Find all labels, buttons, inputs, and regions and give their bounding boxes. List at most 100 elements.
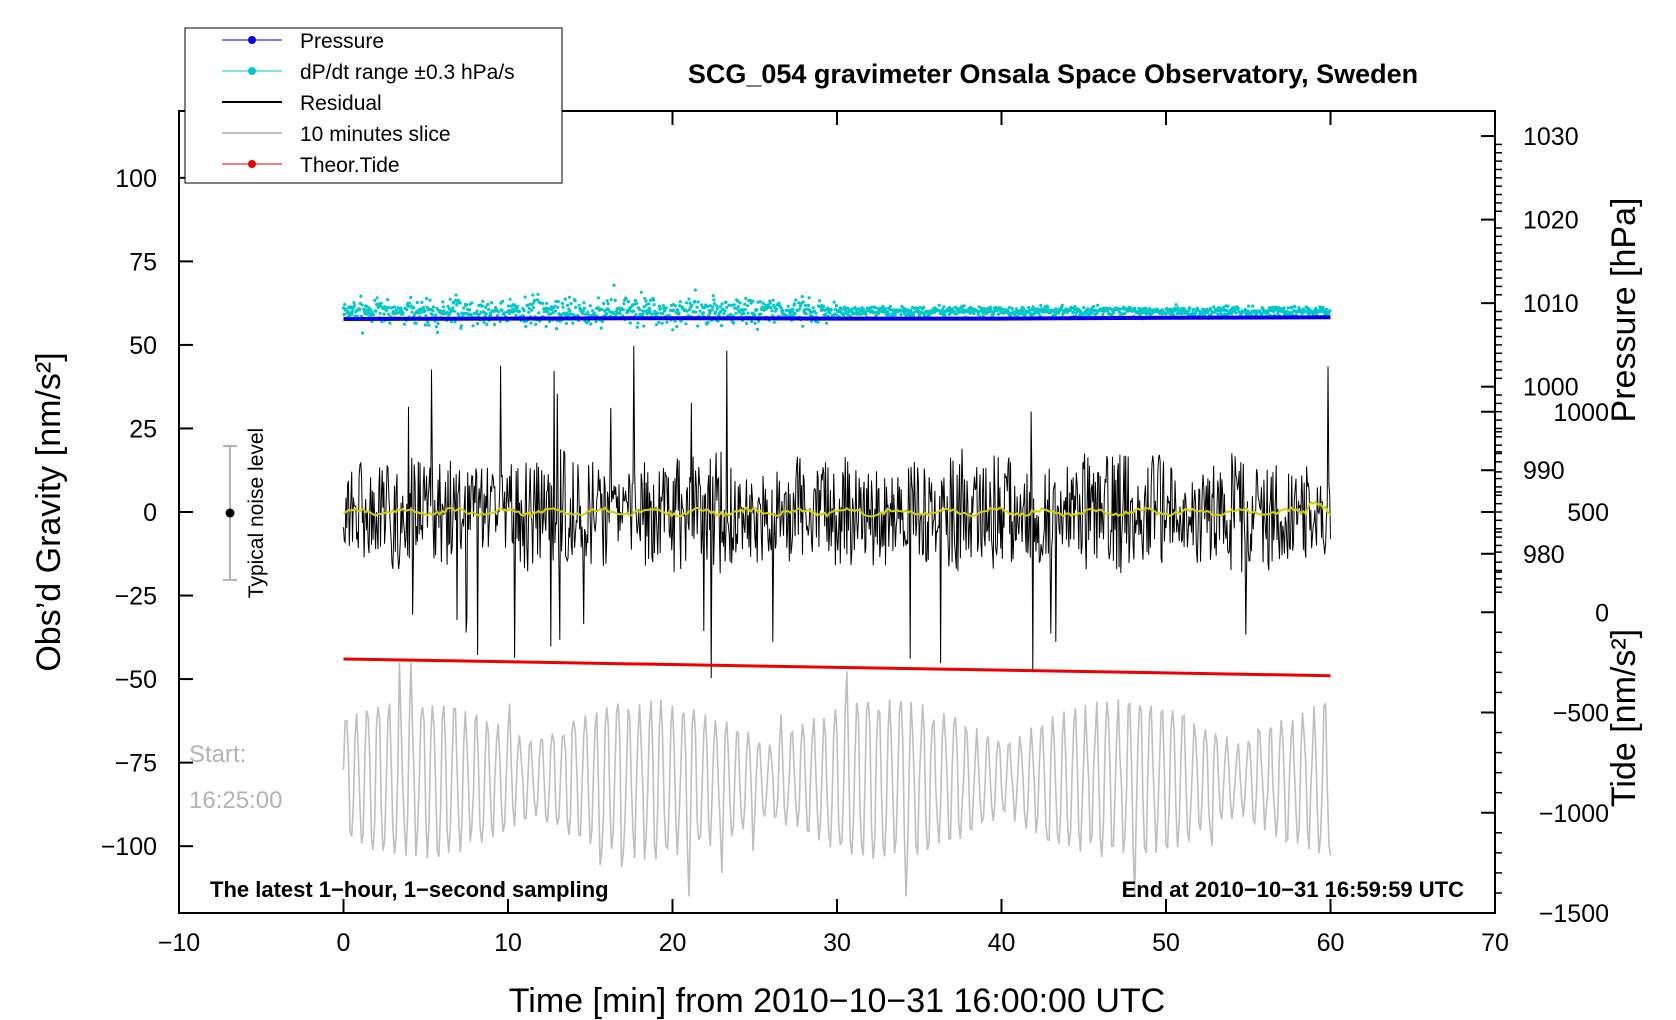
- dpdt-point: [712, 298, 716, 302]
- dpdt-point: [835, 313, 839, 317]
- dpdt-point: [832, 300, 836, 304]
- dpdt-point: [1312, 311, 1316, 315]
- dpdt-point: [352, 301, 356, 305]
- dpdt-point: [1222, 305, 1226, 310]
- dpdt-point: [425, 305, 429, 309]
- dpdt-point: [710, 308, 714, 312]
- dpdt-point: [642, 324, 646, 328]
- dpdt-point: [732, 321, 736, 325]
- dpdt-point: [523, 295, 527, 299]
- dpdt-point: [671, 328, 675, 332]
- dpdt-point: [720, 302, 724, 306]
- noise-level-indicator: Typical noise level: [223, 428, 268, 598]
- dpdt-point: [434, 325, 438, 329]
- dpdt-point: [1022, 307, 1026, 311]
- dpdt-point: [661, 311, 665, 316]
- dpdt-point: [696, 300, 700, 304]
- dpdt-point: [687, 308, 692, 312]
- dpdt-point: [833, 307, 837, 311]
- dpdt-point: [550, 308, 554, 312]
- dpdt-point: [833, 312, 837, 316]
- dpdt-point: [962, 304, 966, 308]
- series-filtered-residual: [343, 500, 1332, 519]
- dpdt-point: [393, 305, 397, 309]
- tide-tick-label: 1000: [1553, 399, 1609, 427]
- dpdt-point: [453, 320, 457, 324]
- dpdt-point: [734, 311, 738, 315]
- dpdt-point: [649, 298, 653, 302]
- dpdt-point: [1272, 310, 1276, 314]
- dpdt-point: [705, 304, 710, 308]
- dpdt-point: [675, 324, 679, 329]
- dpdt-point: [508, 297, 512, 301]
- dpdt-point: [622, 302, 626, 306]
- dpdt-point: [1205, 307, 1209, 311]
- dpdt-point: [786, 304, 790, 308]
- dpdt-point: [484, 312, 488, 316]
- dpdt-point: [447, 307, 451, 311]
- dpdt-point: [459, 324, 463, 328]
- dpdt-point: [1046, 306, 1050, 310]
- dpdt-point: [824, 321, 829, 325]
- dpdt-point: [1284, 309, 1288, 313]
- dpdt-point: [759, 312, 763, 316]
- dpdt-point: [419, 310, 423, 314]
- dpdt-point: [736, 305, 740, 309]
- dpdt-point: [732, 303, 736, 307]
- dpdt-point: [451, 306, 455, 310]
- dpdt-point: [652, 303, 656, 307]
- pressure-tick-label: 1030: [1523, 123, 1579, 151]
- dpdt-point: [574, 305, 578, 309]
- dpdt-point: [553, 304, 557, 308]
- dpdt-point: [685, 301, 689, 305]
- dpdt-point: [690, 303, 694, 307]
- dpdt-point: [401, 311, 405, 315]
- dpdt-point: [717, 313, 721, 318]
- dpdt-point: [1007, 306, 1012, 310]
- dpdt-point: [536, 292, 540, 296]
- dpdt-point: [828, 311, 832, 315]
- dpdt-point: [755, 308, 759, 312]
- dpdt-point: [408, 301, 412, 305]
- dpdt-point: [524, 324, 528, 329]
- dpdt-point: [977, 305, 981, 309]
- y-tick-label: 100: [115, 165, 157, 193]
- dpdt-point: [909, 311, 913, 315]
- dpdt-point: [889, 308, 893, 312]
- x-tick-label: 70: [1481, 929, 1509, 957]
- dpdt-point: [790, 307, 794, 311]
- dpdt-point: [406, 304, 411, 309]
- y-tick-label: −75: [115, 750, 157, 778]
- dpdt-point: [712, 302, 717, 306]
- dpdt-point: [1234, 311, 1238, 315]
- dpdt-point: [996, 312, 1001, 316]
- dpdt-point: [1328, 309, 1332, 313]
- dpdt-point: [912, 313, 916, 317]
- dpdt-point: [1223, 312, 1227, 316]
- dpdt-point: [494, 305, 498, 310]
- y-tick-label: −100: [101, 833, 157, 861]
- dpdt-point: [779, 306, 783, 310]
- dpdt-point: [650, 312, 655, 316]
- dpdt-point: [571, 321, 575, 325]
- dpdt-point: [633, 298, 638, 303]
- y-axis-tide: 1000 500 0 −500 −1000 −1500: [1481, 399, 1609, 928]
- legend-label-residual: Residual: [300, 92, 382, 115]
- dpdt-point: [941, 307, 945, 312]
- dpdt-point: [379, 301, 383, 305]
- dpdt-point: [640, 309, 645, 313]
- dpdt-point: [405, 308, 409, 312]
- dpdt-point: [529, 321, 533, 325]
- dpdt-point: [627, 299, 631, 304]
- dpdt-point: [367, 306, 371, 310]
- dpdt-point: [775, 307, 779, 311]
- dpdt-point: [1297, 306, 1301, 310]
- dpdt-point: [1305, 309, 1309, 313]
- dpdt-point: [718, 305, 722, 309]
- dpdt-point: [909, 308, 913, 312]
- dpdt-point: [656, 311, 660, 315]
- dpdt-point: [399, 306, 403, 310]
- dpdt-point: [525, 303, 530, 307]
- x-tick-label: 60: [1317, 929, 1345, 957]
- dpdt-point: [1006, 310, 1010, 314]
